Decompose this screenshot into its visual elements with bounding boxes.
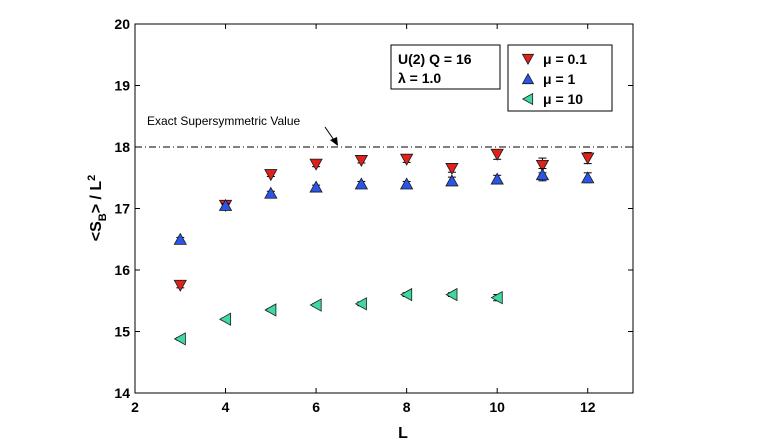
y-tick-label: 14 [114, 385, 130, 401]
y-tick-label: 19 [114, 78, 130, 94]
y-tick-label: 17 [114, 201, 130, 217]
data-point-series-2 [264, 303, 277, 317]
data-point-series-2 [219, 312, 232, 326]
legend-label-mu-1: μ = 1 [543, 71, 576, 87]
legend-marker-0 [521, 53, 535, 66]
data-point-series-0 [581, 152, 595, 165]
data-point-series-0 [354, 155, 369, 168]
data-point-series-1 [218, 198, 233, 211]
x-tick-label: 4 [222, 399, 230, 415]
x-tick-label: 10 [489, 399, 505, 415]
data-point-series-0 [399, 153, 414, 166]
x-tick-label: 12 [580, 399, 596, 415]
data-point-series-1 [354, 177, 369, 190]
info-box: U(2) Q = 16 λ = 1.0 [390, 44, 501, 90]
data-point-series-1 [581, 171, 595, 184]
data-point-series-2 [309, 298, 322, 312]
legend-label-mu-10: μ = 10 [543, 91, 583, 107]
data-point-series-1 [535, 168, 550, 181]
data-point-series-0 [535, 159, 550, 172]
data-point-series-0 [173, 279, 187, 292]
x-axis-label: L [398, 425, 408, 442]
y-axis-label: <SB> / L2 [86, 175, 109, 242]
legend-marker-1 [521, 72, 535, 85]
data-point-series-1 [264, 186, 278, 199]
legend-marker-2 [521, 92, 534, 106]
data-point-series-2 [445, 287, 458, 302]
data-point-series-2 [400, 287, 413, 302]
data-point-series-2 [490, 290, 503, 305]
y-tick-label: 15 [114, 324, 130, 340]
x-tick-label: 6 [312, 399, 320, 415]
x-tick-label: 2 [131, 399, 139, 415]
annotation-arrowhead [330, 137, 338, 146]
data-point-series-1 [399, 177, 414, 190]
data-point-series-0 [309, 158, 323, 171]
legend: μ = 0.1 μ = 1 μ = 10 [507, 44, 613, 112]
x-tick-label: 8 [403, 399, 411, 415]
reference-line-label: Exact Supersymmetric Value [147, 114, 300, 128]
data-point-series-0 [445, 163, 459, 176]
info-box-line2: λ = 1.0 [398, 70, 441, 86]
data-point-series-0 [264, 169, 278, 182]
y-tick-label: 20 [114, 16, 130, 32]
legend-label-mu-0.1: μ = 0.1 [543, 51, 587, 67]
info-box-line1: U(2) Q = 16 [398, 51, 472, 67]
data-point-series-1 [173, 232, 187, 245]
data-point-series-1 [445, 174, 459, 187]
data-point-series-0 [490, 148, 504, 161]
data-point-series-1 [490, 172, 504, 185]
data-point-series-2 [354, 297, 367, 311]
data-point-series-2 [173, 332, 186, 346]
data-point-series-1 [309, 180, 323, 193]
y-tick-label: 16 [114, 262, 130, 278]
y-tick-label: 18 [114, 139, 130, 155]
